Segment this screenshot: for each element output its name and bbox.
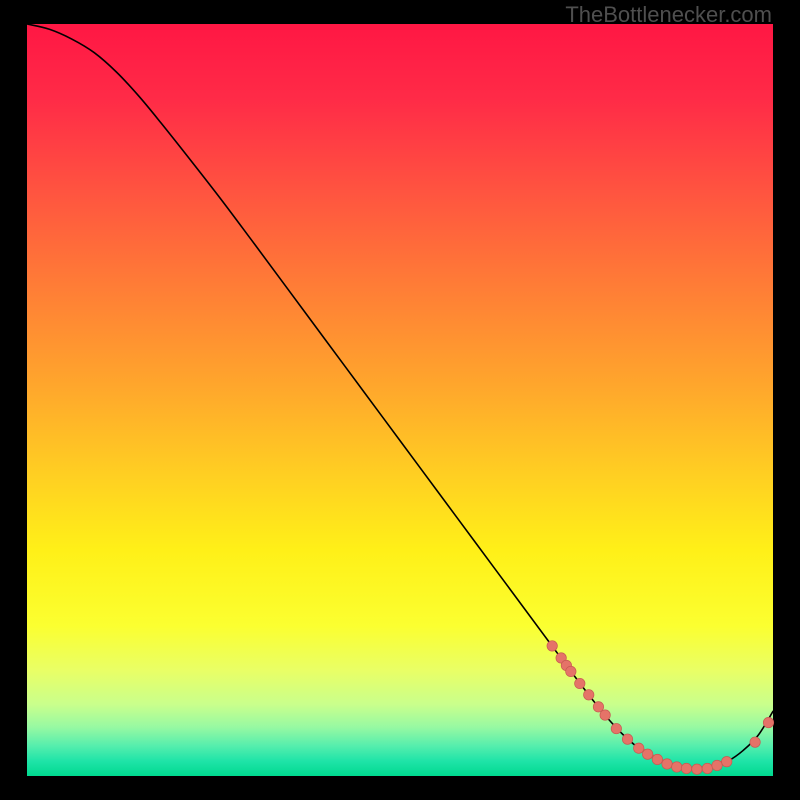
data-marker [593,702,603,712]
curve-layer [27,24,773,776]
data-marker [547,641,557,651]
data-marker [712,760,722,770]
data-marker [692,764,702,774]
data-marker [722,757,732,767]
data-marker [750,737,760,747]
data-marker [642,749,652,759]
data-marker [622,734,632,744]
data-marker [575,678,585,688]
data-marker [611,723,621,733]
data-marker [702,763,712,773]
data-marker [672,762,682,772]
data-marker [681,763,691,773]
plot-area [27,24,773,776]
data-marker [584,690,594,700]
data-marker [652,754,662,764]
chart-stage: TheBottlenecker.com [0,0,800,800]
watermark-text: TheBottlenecker.com [565,2,772,28]
data-marker [600,710,610,720]
data-marker [662,759,672,769]
bottleneck-curve [27,24,773,769]
data-marker [566,666,576,676]
data-marker [763,717,773,727]
data-marker [634,743,644,753]
